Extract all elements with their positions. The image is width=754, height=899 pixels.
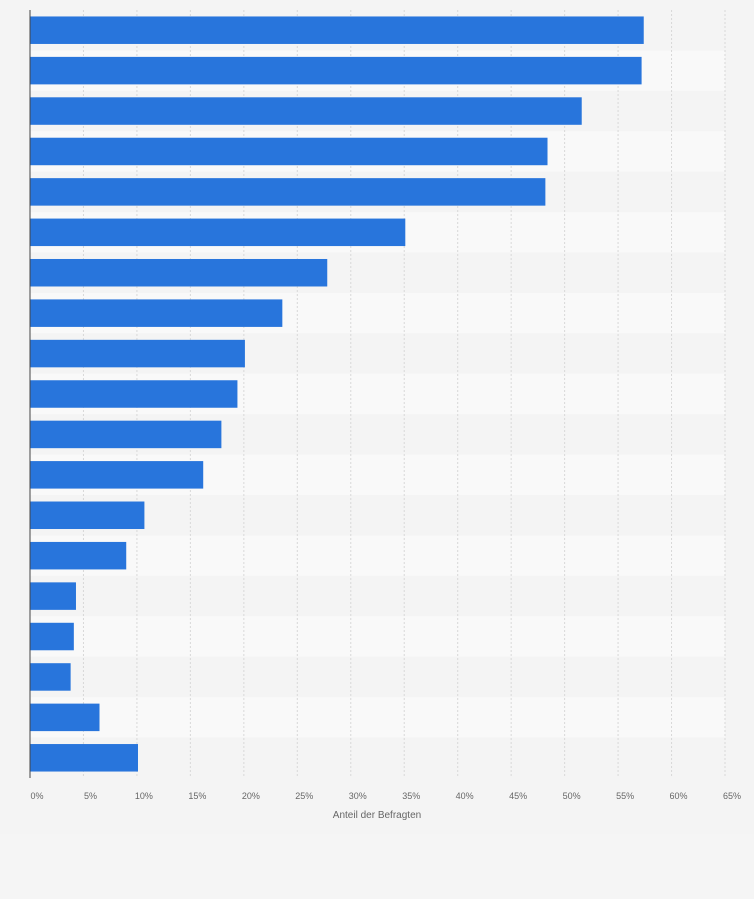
bar	[30, 178, 546, 206]
row-band	[30, 737, 725, 778]
bar	[30, 16, 644, 44]
x-tick-label: 5%	[84, 791, 97, 801]
x-tick-label: 45%	[509, 791, 527, 801]
x-tick-label: 60%	[670, 791, 688, 801]
bar	[30, 339, 245, 368]
x-tick-label: 20%	[242, 791, 260, 801]
bar	[30, 622, 74, 651]
bar	[30, 582, 76, 610]
x-tick-label: 0%	[30, 791, 43, 801]
x-tick-label: 15%	[188, 791, 206, 801]
bar	[30, 541, 127, 570]
x-tick-label: 25%	[295, 791, 313, 801]
x-tick-label: 40%	[456, 791, 474, 801]
x-tick-label: 65%	[723, 791, 741, 801]
x-tick-label: 30%	[349, 791, 367, 801]
bar	[30, 501, 145, 530]
bar	[30, 461, 204, 489]
bar	[30, 56, 642, 85]
bar	[30, 420, 222, 449]
bars	[30, 16, 644, 772]
row-band	[30, 616, 725, 657]
bar	[30, 663, 71, 691]
row-band	[30, 697, 725, 738]
bottom-panel	[0, 834, 754, 899]
bar	[30, 218, 406, 247]
bar	[30, 137, 548, 166]
bar	[30, 258, 328, 287]
row-band	[30, 495, 725, 536]
bar	[30, 97, 582, 125]
x-tick-labels: 0% 5% 10% 15% 20% 25% 30% 35% 40% 45% 50% 55% 60% 65%	[30, 791, 741, 801]
row-band	[30, 575, 725, 617]
x-tick-label: 50%	[563, 791, 581, 801]
x-axis-title: Anteil der Befragten	[333, 810, 421, 821]
x-tick-label: 55%	[616, 791, 634, 801]
bar	[30, 299, 283, 327]
bar	[30, 703, 100, 732]
row-band	[30, 535, 725, 576]
x-tick-label: 35%	[402, 791, 420, 801]
x-tick-label: 10%	[135, 791, 153, 801]
bar	[30, 380, 238, 408]
row-band	[30, 656, 725, 698]
bar	[30, 744, 138, 772]
